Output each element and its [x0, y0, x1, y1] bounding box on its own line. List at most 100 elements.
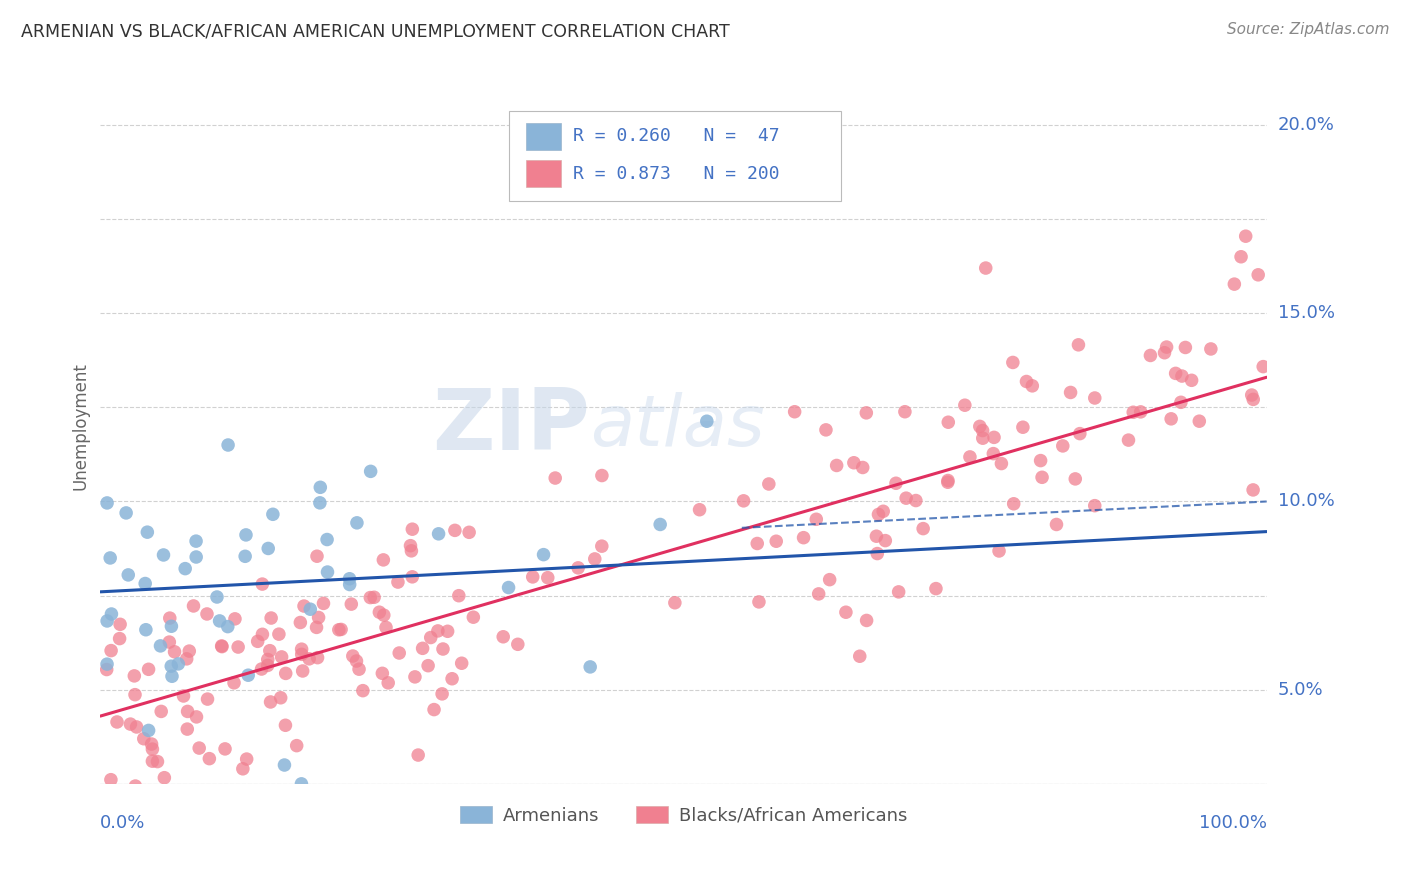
Point	[330, 623, 353, 637]
Point	[141, 737, 163, 751]
Point	[377, 676, 399, 690]
Point	[441, 672, 464, 686]
Point	[159, 611, 181, 625]
Point	[359, 591, 381, 605]
Point	[894, 491, 917, 505]
Point	[463, 610, 485, 624]
Point	[855, 614, 877, 628]
Point	[388, 646, 411, 660]
Point	[146, 755, 169, 769]
Point	[186, 710, 208, 724]
Point	[115, 506, 138, 520]
Point	[1067, 338, 1090, 352]
Point	[149, 639, 172, 653]
Point	[447, 589, 470, 603]
Point	[260, 611, 283, 625]
Point	[226, 640, 249, 654]
Point	[347, 662, 370, 676]
Point	[868, 508, 890, 522]
Text: 10.0%: 10.0%	[1278, 492, 1334, 510]
Point	[340, 597, 363, 611]
Point	[274, 718, 297, 732]
Point	[224, 612, 246, 626]
Point	[179, 644, 201, 658]
Point	[884, 476, 907, 491]
Point	[1241, 392, 1264, 407]
Point	[96, 657, 118, 672]
Point	[404, 670, 426, 684]
Point	[267, 627, 290, 641]
Point	[160, 659, 183, 673]
Point	[1129, 405, 1152, 419]
Point	[419, 631, 441, 645]
FancyBboxPatch shape	[509, 112, 841, 201]
Point	[1059, 385, 1081, 400]
Point	[160, 619, 183, 633]
Point	[432, 642, 454, 657]
Point	[105, 714, 128, 729]
Point	[163, 645, 186, 659]
Point	[134, 576, 156, 591]
Point	[274, 666, 297, 681]
Point	[1118, 433, 1140, 447]
Point	[1153, 345, 1175, 359]
Point	[1188, 414, 1211, 428]
Point	[972, 424, 994, 438]
Point	[136, 525, 159, 540]
Point	[1181, 373, 1204, 387]
Point	[747, 536, 769, 550]
Point	[1170, 395, 1192, 409]
Point	[120, 717, 142, 731]
Point	[1240, 388, 1263, 402]
Point	[232, 762, 254, 776]
Point	[308, 610, 330, 624]
Point	[406, 747, 429, 762]
Point	[1234, 229, 1257, 244]
Point	[339, 572, 361, 586]
Point	[98, 551, 121, 566]
Point	[696, 414, 718, 428]
Point	[256, 658, 278, 673]
Point	[1002, 497, 1025, 511]
Text: 100.0%: 100.0%	[1199, 814, 1267, 832]
Point	[401, 570, 423, 584]
Point	[195, 607, 218, 621]
Point	[664, 596, 686, 610]
Point	[399, 539, 422, 553]
Point	[537, 571, 560, 585]
Point	[141, 742, 163, 756]
Point	[1045, 517, 1067, 532]
Text: 5.0%: 5.0%	[1278, 681, 1323, 698]
Point	[887, 585, 910, 599]
Point	[250, 662, 273, 676]
Point	[236, 796, 259, 810]
Point	[120, 788, 142, 802]
Point	[936, 474, 959, 488]
Point	[368, 605, 391, 619]
Point	[758, 477, 780, 491]
Y-axis label: Unemployment: Unemployment	[72, 362, 89, 490]
Point	[235, 752, 257, 766]
Point	[96, 496, 118, 510]
Point	[498, 581, 520, 595]
Point	[1084, 499, 1107, 513]
Point	[969, 419, 991, 434]
Point	[959, 450, 981, 464]
Point	[360, 464, 382, 478]
Point	[124, 779, 146, 793]
Point	[912, 522, 935, 536]
Point	[848, 649, 870, 664]
Point	[132, 731, 155, 746]
Point	[852, 460, 875, 475]
Point	[1029, 453, 1052, 467]
Point	[401, 522, 423, 536]
Point	[270, 690, 292, 705]
Point	[990, 457, 1012, 471]
Point	[855, 406, 877, 420]
Point	[1164, 367, 1187, 381]
Point	[972, 431, 994, 445]
Point	[650, 517, 672, 532]
Point	[1156, 340, 1178, 354]
Point	[1069, 426, 1091, 441]
Point	[312, 596, 335, 610]
